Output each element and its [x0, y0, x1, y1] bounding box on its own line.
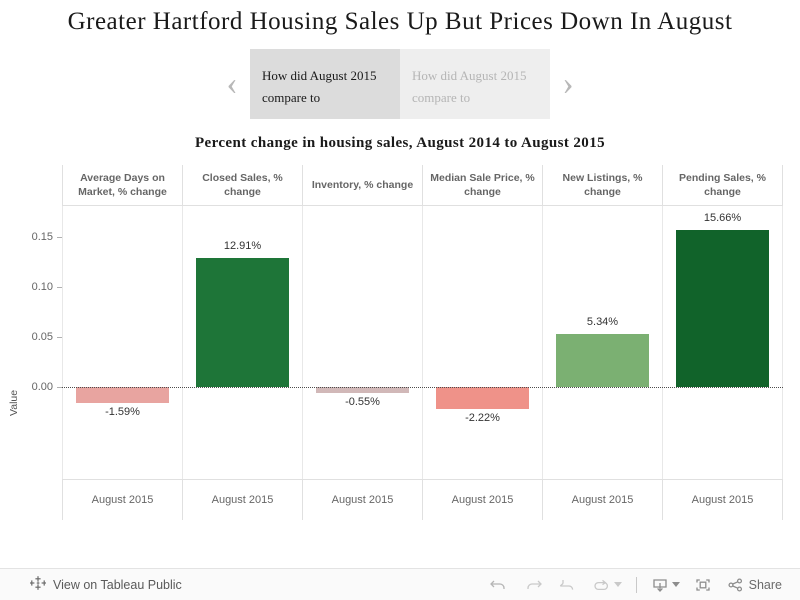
- bar-label-1: 12.91%: [223, 239, 262, 252]
- bar-panel-0: -1.59%: [62, 206, 182, 479]
- page-title: Greater Hartford Housing Sales Up But Pr…: [67, 8, 733, 35]
- bar-panel-row: -1.59% 12.91% -0.55% -2.22% 5.34% 15.66%: [62, 206, 783, 479]
- bar-0[interactable]: [76, 387, 169, 403]
- toolbar-actions: Share: [489, 576, 782, 593]
- y-tick-2: 0.05: [32, 331, 62, 343]
- story-point-0-label: How did August 2015 compare to: [262, 68, 377, 105]
- chart-container: Percent change in housing sales, August …: [0, 135, 800, 530]
- y-tick-3: 0.00: [32, 381, 62, 393]
- share-button[interactable]: Share: [726, 577, 782, 593]
- view-on-tableau-public-button[interactable]: View on Tableau Public: [29, 575, 182, 594]
- share-label: Share: [748, 577, 782, 592]
- column-header-3: Median Sale Price, % change: [422, 165, 542, 205]
- column-header-5: Pending Sales, % change: [662, 165, 783, 205]
- story-point-navigator: ‹ How did August 2015 compare to How did…: [0, 49, 800, 119]
- y-axis-title: Value: [8, 389, 20, 416]
- undo-button[interactable]: [489, 577, 509, 593]
- fullscreen-icon: [695, 578, 710, 591]
- story-prev-arrow-icon[interactable]: ‹: [226, 65, 238, 102]
- column-footer-4: August 2015: [542, 480, 662, 520]
- redo-button[interactable]: [523, 577, 543, 593]
- bar-label-0: -1.59%: [105, 405, 140, 418]
- story-next-arrow-icon[interactable]: ›: [562, 65, 574, 102]
- bar-4[interactable]: [556, 333, 649, 387]
- view-on-tableau-public-label: View on Tableau Public: [53, 577, 182, 592]
- column-header-2: Inventory, % change: [302, 165, 422, 205]
- plot-area: Average Days on Market, % change Closed S…: [62, 165, 783, 520]
- y-axis: Value 0.15 0.10 0.05 0.00: [0, 206, 62, 479]
- bar-label-2: -0.55%: [345, 395, 380, 408]
- bar-5[interactable]: [676, 230, 769, 387]
- column-footer-3: August 2015: [422, 480, 542, 520]
- story-point-1[interactable]: How did August 2015 compare to: [400, 49, 550, 119]
- toolbar-divider: [635, 576, 637, 593]
- bar-panel-3: -2.22%: [422, 206, 542, 479]
- column-footer-5: August 2015: [662, 480, 783, 520]
- y-tick-1: 0.10: [32, 281, 62, 293]
- bar-label-4: 5.34%: [586, 315, 619, 328]
- column-header-0: Average Days on Market, % change: [62, 165, 182, 205]
- bar-panel-2: -0.55%: [302, 206, 422, 479]
- tableau-logo-icon: [29, 575, 47, 594]
- column-header-row: Average Days on Market, % change Closed S…: [62, 165, 783, 206]
- download-button[interactable]: [651, 577, 680, 593]
- download-icon: [652, 578, 667, 592]
- column-footer-0: August 2015: [62, 480, 182, 520]
- column-footer-1: August 2015: [182, 480, 302, 520]
- refresh-button[interactable]: [591, 577, 622, 593]
- column-header-4: New Listings, % change: [542, 165, 662, 205]
- bar-2[interactable]: [316, 387, 409, 393]
- download-caret-icon[interactable]: [671, 582, 680, 587]
- revert-button[interactable]: [557, 577, 577, 593]
- chart-title: Percent change in housing sales, August …: [194, 135, 606, 151]
- tableau-toolbar: View on Tableau Public: [0, 568, 800, 600]
- bar-label-3: -2.22%: [465, 412, 500, 425]
- bar-panel-5: 15.66%: [662, 206, 783, 479]
- column-footer-2: August 2015: [302, 480, 422, 520]
- column-footer-row: August 2015 August 2015 August 2015 August …: [62, 479, 783, 520]
- bar-panel-1: 12.91%: [182, 206, 302, 479]
- column-header-1: Closed Sales, % change: [182, 165, 302, 205]
- story-point-0[interactable]: How did August 2015 compare to: [250, 49, 400, 119]
- zero-baseline: [62, 387, 783, 388]
- bar-1[interactable]: [196, 257, 289, 387]
- bar-panel-4: 5.34%: [542, 206, 662, 479]
- share-icon: [728, 577, 742, 592]
- revert-icon: [559, 579, 573, 590]
- undo-icon: [489, 580, 505, 589]
- redo-icon: [526, 580, 542, 589]
- y-tick-0: 0.15: [32, 231, 62, 243]
- refresh-icon: [593, 579, 608, 590]
- fullscreen-button[interactable]: [694, 577, 712, 593]
- bar-3[interactable]: [436, 387, 529, 410]
- refresh-caret-icon[interactable]: [613, 582, 622, 587]
- bar-label-5: 15.66%: [703, 212, 742, 225]
- story-point-1-label: How did August 2015 compare to: [412, 68, 527, 105]
